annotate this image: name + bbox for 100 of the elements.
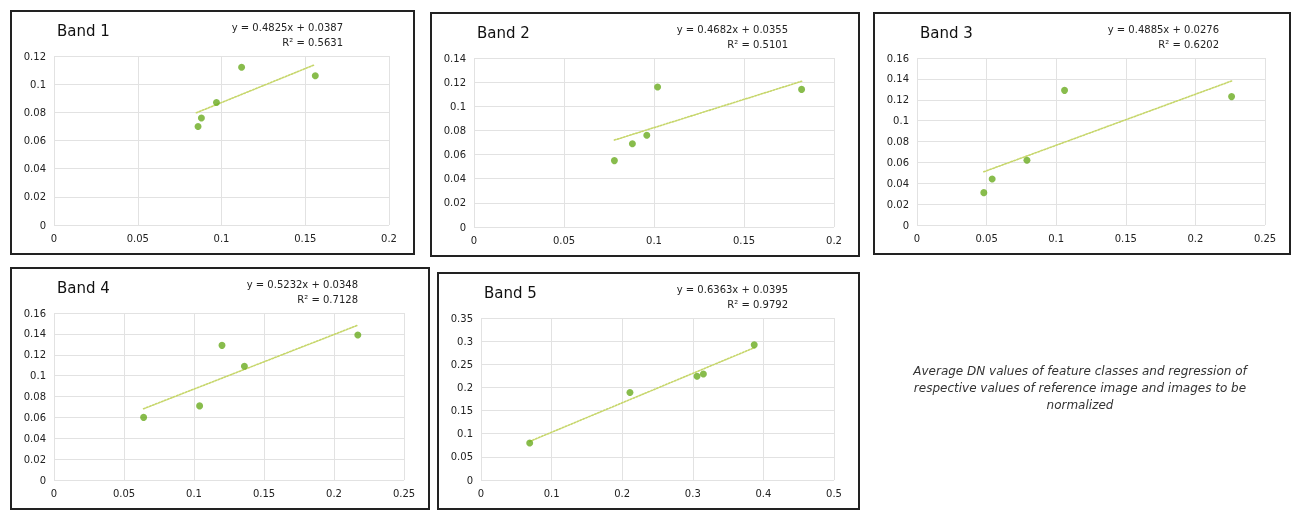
x-tick-label: 0.05 [112, 487, 136, 499]
text: y = 0.6363x + 0.0395 [676, 283, 788, 295]
x-tick-label: 0.15 [1114, 232, 1137, 244]
chart-title: Band 4 [57, 278, 110, 297]
y-tick-label: 0 [459, 221, 466, 233]
x-tick-label: 0.4 [755, 487, 772, 499]
x-tick-label: 0.25 [1253, 232, 1277, 244]
point [526, 439, 534, 447]
x-tick-label: 0.05 [126, 232, 149, 244]
x-tick-label: 0.2 [326, 487, 342, 499]
y-tick-label: 0.06 [886, 156, 909, 168]
x-tick-label: 0.1 [646, 234, 662, 246]
y-tick-label: 0.12 [23, 349, 46, 361]
x-tick-label: 0.1 [186, 487, 202, 499]
x-tick-label: 0 [913, 232, 921, 244]
y-tick-label: 0.05 [450, 451, 473, 463]
y-tick-label: 0 [39, 219, 46, 231]
y-tick-label: 0.04 [886, 177, 909, 189]
point [699, 370, 707, 378]
text: R² = 0.6202 [1158, 38, 1219, 50]
y-tick-label: 0.25 [450, 358, 473, 370]
text: y = 0.4825x + 0.0387 [231, 21, 343, 33]
chart-title: Band 2 [477, 23, 530, 42]
y-tick-label: 0.1 [30, 370, 46, 382]
x-tick-label: 0.2 [614, 487, 631, 499]
y-tick-label: 0.04 [443, 173, 466, 185]
y-tick-label: 0.14 [443, 52, 466, 64]
point [626, 389, 634, 397]
point [1228, 93, 1236, 101]
x-tick-label: 0.1 [213, 232, 230, 244]
y-tick-label: 0.14 [23, 328, 46, 340]
chart-title: Band 3 [920, 23, 973, 42]
point [628, 140, 636, 148]
text: Average DN values of feature classes and regression of respective values of reference image and images to be normalized [912, 362, 1249, 414]
point [354, 331, 362, 339]
point [1023, 156, 1031, 164]
point [240, 362, 248, 370]
x-tick-label: 0 [50, 232, 58, 244]
y-tick-label: 0.02 [23, 453, 46, 465]
point [140, 413, 148, 421]
point [1061, 86, 1069, 94]
point [988, 175, 996, 183]
y-tick-label: 0.06 [23, 135, 46, 146]
y-tick-label: 0.14 [886, 73, 909, 85]
x-tick-label: 0.05 [975, 232, 998, 244]
y-tick-label: 0 [39, 474, 46, 486]
x-tick-label: 0.5 [826, 487, 842, 499]
y-tick-label: 0.16 [23, 307, 46, 319]
x-tick-label: 0.15 [252, 487, 276, 499]
x-tick-label: 0 [477, 487, 485, 499]
y-tick-label: 0.08 [886, 136, 909, 147]
point [218, 341, 226, 349]
y-tick-label: 0.1 [450, 100, 466, 112]
y-tick-label: 0.12 [886, 94, 909, 106]
y-tick-label: 0.1 [30, 78, 46, 90]
y-tick-label: 0.02 [23, 191, 46, 203]
y-tick-label: 0.3 [457, 335, 473, 347]
y-tick-label: 0.06 [443, 149, 466, 161]
chart-title: Band 5 [484, 283, 537, 302]
x-tick-label: 0.2 [1187, 232, 1204, 244]
x-tick-label: 0.05 [552, 234, 576, 246]
y-tick-label: 0.2 [457, 381, 473, 393]
point [693, 372, 701, 380]
y-tick-label: 0.08 [23, 106, 46, 118]
y-tick-label: 0.08 [443, 124, 466, 136]
x-tick-label: 0.2 [381, 232, 397, 244]
y-tick-label: 0.12 [23, 50, 46, 62]
text: R² = 0.7128 [297, 293, 358, 305]
y-tick-label: 0.15 [450, 405, 473, 417]
point [212, 98, 220, 106]
y-tick-label: 0.35 [450, 312, 473, 324]
y-tick-label: 0.02 [443, 197, 466, 209]
x-tick-label: 0.15 [294, 232, 317, 244]
text: R² = 0.5101 [727, 38, 788, 50]
y-tick-label: 0.1 [893, 115, 909, 127]
point [798, 85, 806, 93]
text: R² = 0.5631 [282, 36, 343, 48]
x-tick-label: 0.25 [392, 487, 416, 499]
chart-title: Band 1 [57, 21, 110, 40]
y-tick-label: 0.1 [457, 428, 473, 440]
x-tick-label: 0.15 [732, 234, 756, 246]
point [238, 63, 246, 71]
y-tick-label: 0 [902, 219, 909, 231]
text: y = 0.4885x + 0.0276 [1107, 23, 1219, 35]
y-tick-label: 0 [466, 474, 473, 486]
point [311, 72, 319, 80]
x-tick-label: 0.3 [684, 487, 701, 499]
x-tick-label: 0.1 [1048, 232, 1065, 244]
text: y = 0.4682x + 0.0355 [676, 23, 788, 35]
y-tick-label: 0.12 [443, 76, 466, 88]
y-tick-label: 0.02 [886, 198, 909, 210]
point [610, 157, 618, 165]
point [654, 83, 662, 91]
point [643, 131, 651, 139]
point [196, 402, 204, 410]
point [980, 189, 988, 197]
y-tick-label: 0.04 [23, 432, 46, 444]
y-tick-label: 0.16 [886, 52, 909, 64]
point [197, 114, 205, 122]
point [750, 341, 758, 349]
